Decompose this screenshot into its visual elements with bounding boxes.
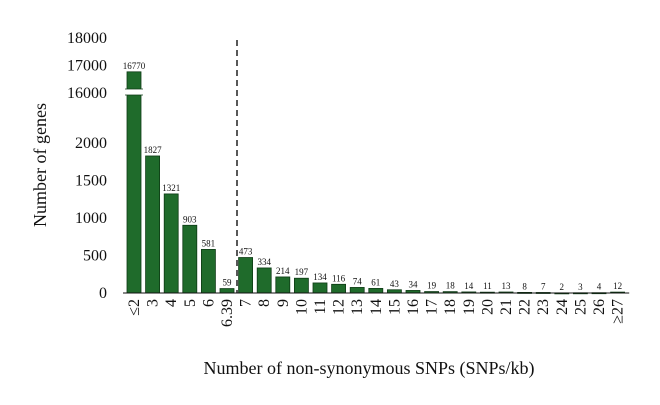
data-label: 18: [446, 281, 456, 291]
x-tick-label: 9: [275, 299, 292, 307]
bar: [312, 282, 328, 294]
x-tick-label: 18: [442, 299, 459, 315]
bar: [331, 283, 347, 294]
data-label: 197: [295, 267, 309, 277]
data-label: 3: [578, 282, 583, 292]
y-tick-label: 1500: [75, 173, 107, 190]
data-label: 59: [223, 278, 233, 288]
x-tick-label: 6.39: [219, 299, 236, 327]
data-label: 334: [257, 257, 271, 267]
y-tick-label: 500: [83, 248, 107, 265]
x-axis: ≤2 3 4 5 6 6.39 7 8 9 10 11 12 13 14 15 16 17 18 19 20 21 22 2…: [126, 299, 627, 327]
x-tick-label: 8: [256, 299, 273, 307]
data-label: 903: [183, 214, 197, 224]
x-tick-label: 7: [238, 299, 255, 307]
y-tick-label: 2000: [75, 135, 107, 152]
data-label: 214: [276, 266, 290, 276]
data-label: 116: [332, 273, 346, 283]
x-tick-label: 25: [572, 299, 589, 315]
data-label: 34: [409, 279, 419, 289]
x-tick-label: 16: [405, 299, 422, 315]
bar: [293, 277, 309, 294]
data-label: 7: [541, 281, 546, 291]
data-label: 61: [371, 277, 380, 287]
x-tick-label: 10: [293, 299, 310, 315]
data-label: 134: [313, 272, 327, 282]
x-tick-label: ≥27: [610, 299, 627, 324]
x-tick-label: 3: [145, 299, 162, 307]
x-tick-label: 14: [368, 299, 385, 315]
bar: [238, 257, 254, 294]
y-axis-label: Number of genes: [30, 103, 50, 227]
x-tick-label: 15: [386, 299, 403, 315]
y-axis: 0 500 1000 1500 2000 16000 17000 18000: [67, 30, 107, 302]
x-tick-label: 19: [461, 299, 478, 315]
data-label: 43: [390, 279, 400, 289]
x-tick-label: 6: [200, 299, 217, 307]
data-label: 1827: [144, 145, 163, 155]
y-tick-label: 18000: [67, 30, 107, 47]
data-label: 12: [613, 281, 622, 291]
x-tick-label: 12: [331, 299, 348, 315]
axis-break-gap: [125, 89, 143, 95]
bar: [256, 267, 272, 294]
x-axis-label: Number of non-synonymous SNPs (SNPs/kb): [203, 358, 534, 379]
bar: [368, 288, 384, 294]
x-tick-label: 26: [591, 299, 608, 315]
x-tick-label: 5: [182, 299, 199, 307]
data-label: 2: [560, 282, 565, 292]
bar: [219, 288, 235, 294]
x-tick-label: 17: [424, 299, 441, 315]
x-tick-label: 21: [498, 299, 515, 315]
x-tick-label: 20: [479, 299, 496, 315]
data-label: 4: [597, 282, 602, 292]
data-label: 13: [502, 281, 512, 291]
bar: [126, 71, 142, 294]
data-label: 8: [522, 281, 527, 291]
data-label: 19: [427, 281, 437, 291]
x-tick-label: 22: [517, 299, 534, 315]
data-label: 1321: [162, 183, 180, 193]
y-tick-label: 0: [99, 285, 107, 302]
y-tick-label: 16000: [67, 85, 107, 102]
x-tick-label: 11: [312, 299, 329, 314]
x-tick-label: 23: [535, 299, 552, 315]
bar: [275, 276, 291, 294]
x-tick-label: 4: [163, 299, 180, 307]
data-label: 11: [483, 281, 492, 291]
x-tick-label: ≤2: [126, 299, 143, 316]
x-tick-label: 13: [349, 299, 366, 315]
data-label: 74: [353, 276, 363, 286]
x-tick-label: 24: [554, 299, 571, 315]
data-label: 16770: [123, 61, 146, 71]
data-label: 581: [202, 238, 216, 248]
data-label: 473: [239, 247, 253, 257]
bar: [145, 155, 161, 294]
bar: [349, 287, 365, 294]
bar: [182, 224, 198, 294]
bar: [163, 193, 179, 294]
y-tick-label: 1000: [75, 210, 107, 227]
data-label: 14: [464, 281, 474, 291]
y-tick-label: 17000: [67, 58, 107, 75]
bar: [200, 249, 216, 294]
